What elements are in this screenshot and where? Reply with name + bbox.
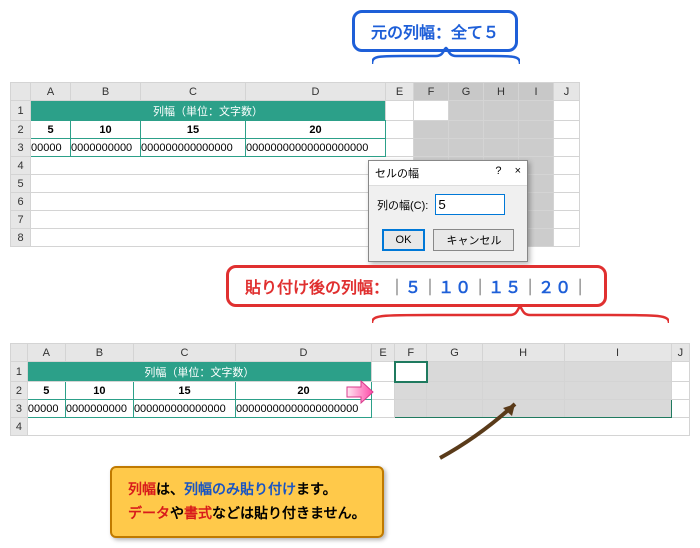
callout-paste-prefix: 貼り付け後の列幅： [245,280,389,297]
col-E[interactable]: E [386,83,414,101]
dialog-help-icon[interactable]: ? [495,165,501,177]
column-width-dialog: セルの幅 ? × 列の幅(C): OK キャンセル [368,160,528,262]
explanation-note: 列幅は、列幅のみ貼り付けます。 データや書式などは貼り付きません。 [110,466,384,538]
col-B[interactable]: B [71,83,141,101]
col2-D[interactable]: D [235,344,371,362]
cell-C3[interactable]: 000000000000000 [141,139,246,157]
callout-paste-width: 貼り付け後の列幅：｜５｜１０｜１５｜２０｜ [226,265,607,307]
brace-top [372,46,520,66]
brace-mid [372,305,669,325]
paste-arrow-icon [345,379,375,408]
cell-C2[interactable]: 15 [141,121,246,139]
corner-cell[interactable] [11,83,31,101]
callout-original-width-text: 元の列幅：全て５ [371,25,499,42]
col2-E[interactable]: E [371,344,394,362]
col2-C[interactable]: C [133,344,235,362]
col-A[interactable]: A [31,83,71,101]
col2-F[interactable]: F [395,344,427,362]
col2-A[interactable]: A [27,344,65,362]
col2-H[interactable]: H [482,344,564,362]
col-C[interactable]: C [141,83,246,101]
row-2[interactable]: 2 [11,121,31,139]
col2-G[interactable]: G [427,344,482,362]
column-width-label: 列の幅(C): [377,200,428,212]
dialog-title: セルの幅 [375,165,419,181]
header2-merged[interactable]: 列幅（単位：文字数） [27,362,371,382]
col2-B[interactable]: B [65,344,133,362]
col-H[interactable]: H [484,83,519,101]
col2-J[interactable]: J [671,344,689,362]
col-I[interactable]: I [519,83,554,101]
cell-D2[interactable]: 20 [246,121,386,139]
column-width-input[interactable] [435,194,505,215]
col2-I[interactable]: I [564,344,671,362]
header-merged[interactable]: 列幅（単位：文字数） [31,101,386,121]
cell-A3[interactable]: 00000 [31,139,71,157]
cell-B2[interactable]: 10 [71,121,141,139]
col-G[interactable]: G [449,83,484,101]
col-D[interactable]: D [246,83,386,101]
col-J[interactable]: J [554,83,580,101]
cell-B3[interactable]: 0000000000 [71,139,141,157]
cell-D3[interactable]: 00000000000000000000 [246,139,386,157]
row-3[interactable]: 3 [11,139,31,157]
col-F[interactable]: F [414,83,449,101]
row-1[interactable]: 1 [11,101,31,121]
dialog-close-icon[interactable]: × [515,165,521,177]
cell-A2[interactable]: 5 [31,121,71,139]
cancel-button[interactable]: キャンセル [433,229,514,251]
ok-button[interactable]: OK [382,229,426,251]
